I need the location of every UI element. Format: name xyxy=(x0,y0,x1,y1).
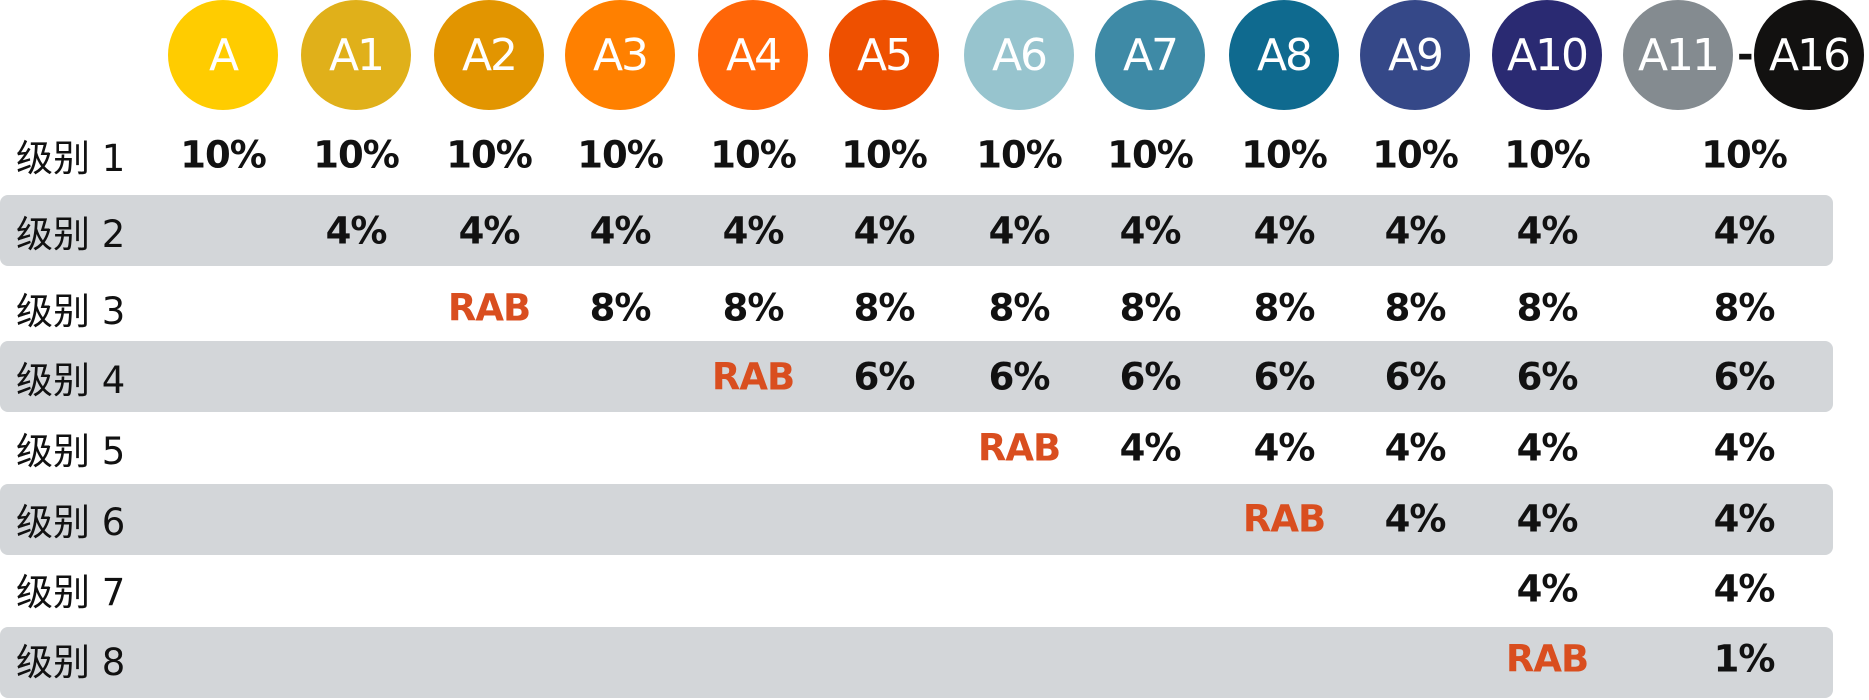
rate-cell: 4% xyxy=(1516,567,1579,611)
rate-cell: 8% xyxy=(988,286,1051,330)
row-label: 级别 7 xyxy=(16,571,126,614)
grade-badge-label: A6 xyxy=(991,29,1048,81)
rate-cell: 6% xyxy=(1384,355,1447,399)
rab-cell: RAB xyxy=(1242,497,1326,541)
grade-badge-a7: A7 xyxy=(1095,0,1205,110)
rate-cell: 4% xyxy=(988,209,1051,253)
grade-badge-label: A16 xyxy=(1768,29,1851,81)
row-label: 级别 1 xyxy=(16,137,126,180)
rate-cell: 6% xyxy=(988,355,1051,399)
grade-badge-a9: A9 xyxy=(1360,0,1470,110)
rate-cell: 4% xyxy=(1119,426,1182,470)
rate-cell: 10% xyxy=(1107,133,1194,177)
rate-cell: 10% xyxy=(577,133,664,177)
grade-badge-label: A2 xyxy=(461,29,518,81)
rate-cell: 4% xyxy=(1713,497,1776,541)
rate-cell: 4% xyxy=(1384,497,1447,541)
rate-cell: 10% xyxy=(1372,133,1459,177)
grade-badge-a4: A4 xyxy=(698,0,808,110)
rate-cell: 10% xyxy=(1504,133,1591,177)
grade-badge-label: A xyxy=(208,29,239,81)
rab-cell: RAB xyxy=(977,426,1061,470)
rate-cell: 10% xyxy=(710,133,797,177)
grade-badge-label: A3 xyxy=(592,29,649,81)
rate-cell: 4% xyxy=(1516,209,1579,253)
rate-cell: 10% xyxy=(446,133,533,177)
rate-cell: 8% xyxy=(1516,286,1579,330)
rate-cell: 8% xyxy=(1713,286,1776,330)
row-label: 级别 8 xyxy=(16,641,126,684)
row-band xyxy=(0,627,1833,698)
rate-cell: 4% xyxy=(1119,209,1182,253)
rate-cell: 6% xyxy=(1713,355,1776,399)
grade-badge-label: A9 xyxy=(1387,29,1444,81)
rate-cell: 4% xyxy=(1253,209,1316,253)
rate-cell: 4% xyxy=(853,209,916,253)
rate-cell: 4% xyxy=(1516,497,1579,541)
grade-badge-label: A10 xyxy=(1506,29,1589,81)
grade-badge-a6: A6 xyxy=(964,0,1074,110)
row-band xyxy=(0,341,1833,412)
rate-cell: 4% xyxy=(1713,567,1776,611)
row-band xyxy=(0,484,1833,555)
rate-cell: 10% xyxy=(180,133,267,177)
rate-cell: 4% xyxy=(458,209,521,253)
grade-badge-a11: A11 xyxy=(1623,0,1733,110)
grade-badge-a5: A5 xyxy=(829,0,939,110)
rate-cell: 4% xyxy=(1384,426,1447,470)
row-label: 级别 6 xyxy=(16,501,126,544)
rate-cell: 6% xyxy=(853,355,916,399)
rate-cell: 4% xyxy=(1713,209,1776,253)
grade-badge-a2: A2 xyxy=(434,0,544,110)
rate-cell: 10% xyxy=(1701,133,1788,177)
rate-cell: 1% xyxy=(1713,637,1776,681)
rate-cell: 10% xyxy=(1241,133,1328,177)
rate-cell: 4% xyxy=(589,209,652,253)
rab-cell: RAB xyxy=(447,286,531,330)
rate-cell: 4% xyxy=(325,209,388,253)
row-label: 级别 3 xyxy=(16,290,126,333)
rab-cell: RAB xyxy=(1505,637,1589,681)
grade-badge-label: A7 xyxy=(1122,29,1179,81)
grade-badge-label: A1 xyxy=(328,29,385,81)
grade-badge-label: A4 xyxy=(725,29,782,81)
rate-cell: 8% xyxy=(1119,286,1182,330)
row-band xyxy=(0,195,1833,266)
grade-badge-label: A8 xyxy=(1256,29,1313,81)
rate-cell: 8% xyxy=(1253,286,1316,330)
rate-cell: 10% xyxy=(313,133,400,177)
grade-badge-label: A11 xyxy=(1637,29,1720,81)
rate-cell: 8% xyxy=(722,286,785,330)
grade-badge-a10: A10 xyxy=(1492,0,1602,110)
row-label: 级别 5 xyxy=(16,430,126,473)
row-label: 级别 2 xyxy=(16,213,126,256)
rate-cell: 4% xyxy=(1384,209,1447,253)
grade-badge-a16: A16 xyxy=(1754,0,1864,110)
rate-cell: 6% xyxy=(1253,355,1316,399)
rate-cell: 8% xyxy=(853,286,916,330)
rab-cell: RAB xyxy=(711,355,795,399)
rate-cell: 8% xyxy=(589,286,652,330)
rate-cell: 4% xyxy=(1713,426,1776,470)
grade-badge-a3: A3 xyxy=(565,0,675,110)
rate-cell: 6% xyxy=(1119,355,1182,399)
rate-cell: 4% xyxy=(722,209,785,253)
rate-cell: 10% xyxy=(841,133,928,177)
rate-cell: 8% xyxy=(1384,286,1447,330)
rate-cell: 4% xyxy=(1253,426,1316,470)
grade-badge-label: A5 xyxy=(856,29,913,81)
range-separator: - xyxy=(1737,32,1754,78)
grade-badge-a8: A8 xyxy=(1229,0,1339,110)
rate-cell: 6% xyxy=(1516,355,1579,399)
grade-badge-a1: A1 xyxy=(301,0,411,110)
grade-badge-a: A xyxy=(168,0,278,110)
row-label: 级别 4 xyxy=(16,359,126,402)
rate-cell: 4% xyxy=(1516,426,1579,470)
rate-cell: 10% xyxy=(976,133,1063,177)
